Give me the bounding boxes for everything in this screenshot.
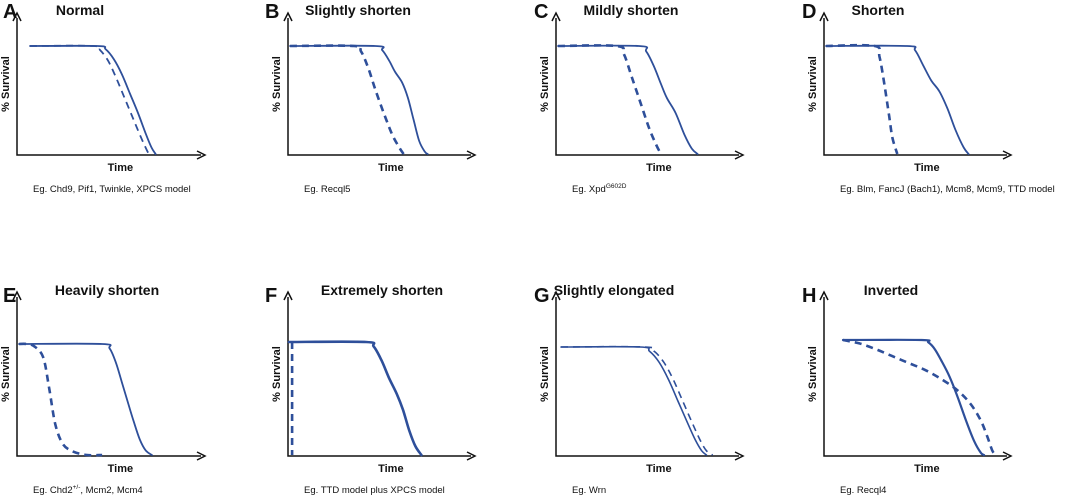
caption: Eg. Chd9, Pif1, Twinkle, XPCS model xyxy=(33,184,191,195)
caption-text: Eg. Chd2 xyxy=(33,485,73,496)
chart-title: Extremely shorten xyxy=(321,282,443,298)
panel-letter: E xyxy=(3,285,16,307)
caption-text: Eg. Wrn xyxy=(572,485,606,496)
x-axis-arrow xyxy=(734,150,745,160)
panel-letter: A xyxy=(3,1,17,23)
solid-survival-curve xyxy=(289,44,429,155)
x-axis-arrow xyxy=(196,451,207,461)
panel-letter: H xyxy=(802,285,816,307)
y-axis-arrow xyxy=(12,290,22,301)
y-axis-label: % Survival xyxy=(0,346,12,402)
panel-letter: C xyxy=(534,1,548,23)
axes xyxy=(16,297,201,457)
dashed-survival-curve xyxy=(825,43,899,155)
axes xyxy=(555,18,739,156)
caption-text: Eg. Blm, FancJ (Bach1), Mcm8, Mcm9, TTD … xyxy=(840,184,1055,195)
panel-letter: G xyxy=(534,285,550,307)
caption: Eg. Recql5 xyxy=(304,184,350,195)
x-axis-arrow xyxy=(734,451,745,461)
solid-survival-curve xyxy=(841,338,986,457)
chart-panel-h: H Inverted % Survival Time Eg. Recql4 xyxy=(802,282,1013,496)
solid-survival-curve xyxy=(560,345,708,456)
chart-title: Normal xyxy=(56,2,104,18)
caption: Eg. TTD model plus XPCS model xyxy=(304,485,445,496)
solid-survival-curve xyxy=(18,342,153,456)
y-axis-arrow xyxy=(819,290,829,301)
dashed-survival-curve xyxy=(560,345,714,456)
x-axis-label: Time xyxy=(378,463,403,475)
chart-title: Shorten xyxy=(852,2,905,18)
dashed-survival-curve xyxy=(289,44,405,155)
caption: Eg. Wrn xyxy=(572,485,606,496)
chart-panel-b: B Slightly shorten % Survival Time Eg. Recql… xyxy=(265,1,477,195)
caption-superscript: G602D xyxy=(606,183,627,190)
axes xyxy=(287,18,471,156)
y-axis-arrow xyxy=(551,290,561,301)
solid-survival-curve xyxy=(29,44,157,155)
caption-text: Eg. Xpd xyxy=(572,184,606,195)
panel-letter: D xyxy=(802,1,816,23)
x-axis-label: Time xyxy=(914,162,939,174)
x-axis-arrow xyxy=(466,451,477,461)
chart-panel-e: E Heavily shorten % Survival Time Eg. Chd2+/… xyxy=(0,282,207,496)
chart-title: Inverted xyxy=(864,282,918,298)
x-axis-arrow xyxy=(1002,150,1013,160)
x-axis-label: Time xyxy=(108,463,133,475)
y-axis-label: % Survival xyxy=(271,346,283,402)
x-axis-label: Time xyxy=(646,463,671,475)
x-axis-arrow xyxy=(1002,451,1013,461)
caption-superscript: +/- xyxy=(73,484,81,491)
x-axis-arrow xyxy=(466,150,477,160)
y-axis-label: % Survival xyxy=(807,346,819,402)
y-axis-label: % Survival xyxy=(807,56,819,112)
x-axis-label: Time xyxy=(646,162,671,174)
chart-title: Heavily shorten xyxy=(55,282,159,298)
chart-title: Slightly shorten xyxy=(305,2,411,18)
y-axis-label: % Survival xyxy=(539,346,551,402)
axes xyxy=(823,18,1007,156)
axes xyxy=(555,297,739,457)
caption: Eg. XpdG602D xyxy=(572,183,627,195)
x-axis-arrow xyxy=(196,150,207,160)
y-axis-arrow xyxy=(819,11,829,22)
caption-text: Eg. Recql5 xyxy=(304,184,350,195)
dashed-survival-curve xyxy=(29,44,150,155)
chart-title: Slightly elongated xyxy=(554,282,675,298)
chart-panel-d: D Shorten % Survival Time Eg. Blm, FancJ (Ba… xyxy=(802,1,1055,195)
dashed-survival-curve xyxy=(557,44,663,155)
solid-survival-curve xyxy=(825,44,970,155)
panel-letter: F xyxy=(265,285,277,307)
chart-panel-g: G Slightly elongated % Survival Time Eg. Wrn xyxy=(534,282,745,496)
y-axis-arrow xyxy=(283,11,293,22)
solid-survival-curve xyxy=(287,340,423,457)
chart-panel-a: A Normal % Survival Time Eg. Chd9, Pif1, Twi… xyxy=(0,1,207,195)
axes xyxy=(823,297,1007,457)
x-axis-label: Time xyxy=(108,162,133,174)
y-axis-arrow xyxy=(551,11,561,22)
x-axis-label: Time xyxy=(914,463,939,475)
y-axis-label: % Survival xyxy=(271,56,283,112)
dashed-survival-curve xyxy=(842,338,997,456)
caption-text: Eg. Chd9, Pif1, Twinkle, XPCS model xyxy=(33,184,191,195)
caption-text: Eg. Recql4 xyxy=(840,485,886,496)
caption-text: Eg. TTD model plus XPCS model xyxy=(304,485,445,496)
chart-panel-f: F Extremely shorten % Survival Time Eg. TTD … xyxy=(265,282,477,496)
caption: Eg. Blm, FancJ (Bach1), Mcm8, Mcm9, TTD … xyxy=(840,184,1055,195)
axes xyxy=(16,18,201,156)
solid-survival-curve xyxy=(557,44,699,155)
y-axis-arrow xyxy=(283,290,293,301)
axes xyxy=(287,297,471,457)
chart-panel-c: C Mildly shorten % Survival Time Eg. XpdG602… xyxy=(534,1,745,195)
x-axis-label: Time xyxy=(378,162,403,174)
caption: Eg. Chd2+/-, Mcm2, Mcm4 xyxy=(33,484,143,496)
y-axis-label: % Survival xyxy=(0,56,12,112)
caption: Eg. Recql4 xyxy=(840,485,886,496)
caption-text: , Mcm2, Mcm4 xyxy=(80,485,142,496)
y-axis-label: % Survival xyxy=(539,56,551,112)
dashed-survival-curve xyxy=(18,342,103,457)
panel-letter: B xyxy=(265,1,279,23)
y-axis-arrow xyxy=(12,11,22,22)
chart-title: Mildly shorten xyxy=(584,2,679,18)
